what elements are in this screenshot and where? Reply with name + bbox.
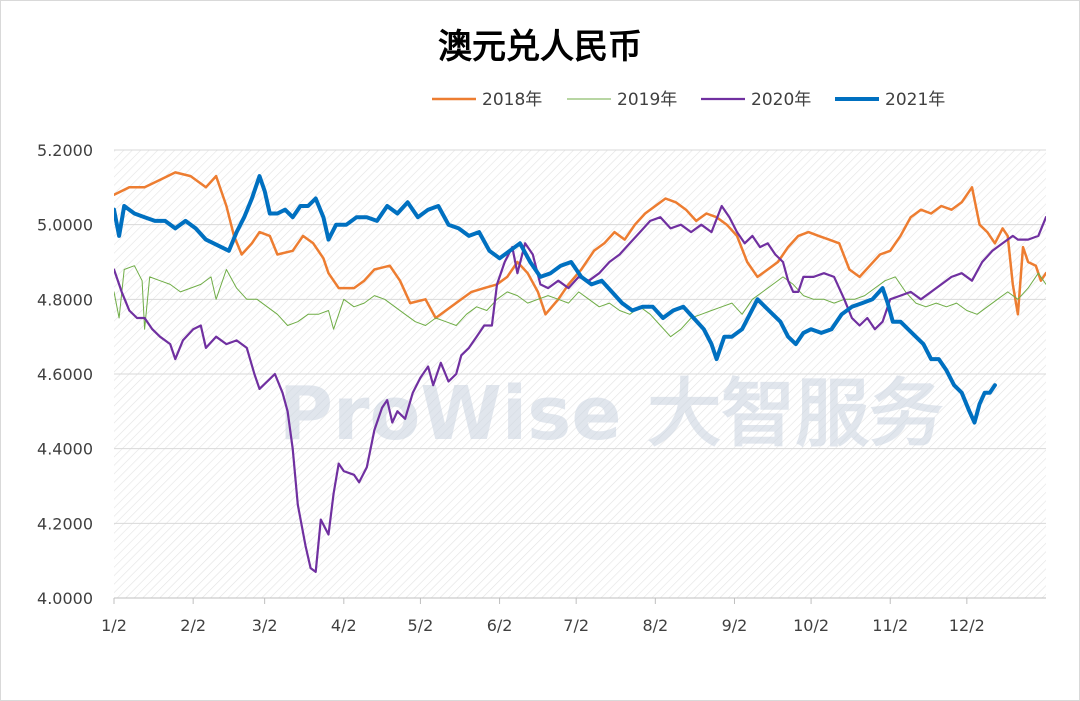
series-line-2020年 xyxy=(114,204,1046,574)
x-tick-label: 8/2 xyxy=(642,616,668,635)
x-tick-label: 12/2 xyxy=(949,616,985,635)
y-tick-label: 4.8000 xyxy=(37,290,93,309)
x-tick-label: 2/2 xyxy=(180,616,206,635)
y-tick-label: 4.6000 xyxy=(37,365,93,384)
y-axis: 4.0000 4.2000 4.4000 4.6000 4.8000 5.0000 5.20… xyxy=(37,141,93,608)
x-tick-label: 5/2 xyxy=(408,616,434,635)
watermark-text: ProWise 大智服务 xyxy=(279,371,944,457)
chart-title: 澳元兑人民币 xyxy=(438,27,642,67)
legend-label: 2020年 xyxy=(751,90,811,110)
x-tick-label: 3/2 xyxy=(252,616,278,635)
x-tick-label: 9/2 xyxy=(722,616,748,635)
y-tick-label: 5.0000 xyxy=(37,216,93,235)
legend: 2018年 2019年 2020年 2021年 xyxy=(432,90,945,110)
y-tick-label: 4.2000 xyxy=(37,514,93,533)
y-tick-label: 4.0000 xyxy=(37,589,93,608)
x-tick-label: 7/2 xyxy=(563,616,589,635)
x-tick-label: 10/2 xyxy=(793,616,829,635)
x-tick-label: 4/2 xyxy=(331,616,357,635)
x-tick-label: 1/2 xyxy=(101,616,127,635)
series-line-2018年 xyxy=(114,171,1046,320)
y-tick-label: 4.4000 xyxy=(37,440,93,459)
y-tick-label: 5.2000 xyxy=(37,141,93,160)
series-line-2019年 xyxy=(114,265,1046,338)
x-tick-label: 11/2 xyxy=(872,616,908,635)
series-line-2021年 xyxy=(114,174,997,425)
legend-label: 2018年 xyxy=(482,90,542,110)
gridlines xyxy=(114,149,1046,599)
series-layer xyxy=(114,171,1046,574)
legend-label: 2019年 xyxy=(617,90,677,110)
x-tick-label: 6/2 xyxy=(487,616,513,635)
legend-label: 2021年 xyxy=(885,90,945,110)
x-axis: 1/2 2/2 3/2 4/2 5/2 6/2 7/2 8/2 9/2 10/2 11/2 12/2 xyxy=(101,597,1046,635)
